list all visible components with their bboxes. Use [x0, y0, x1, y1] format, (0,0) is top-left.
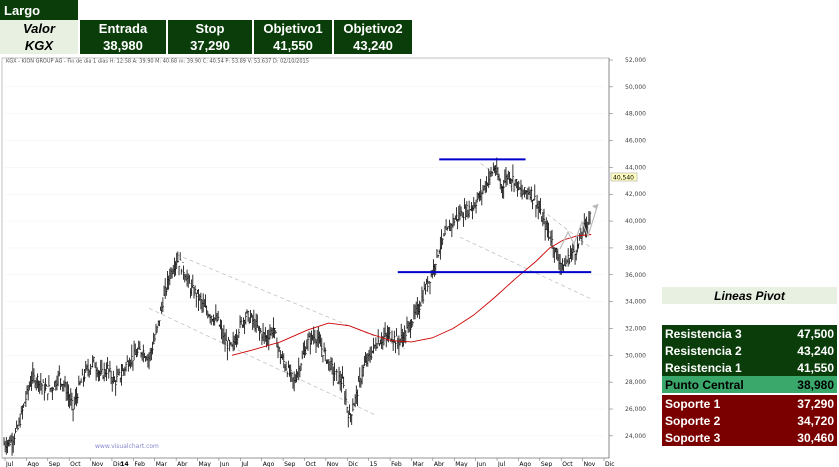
x-tick-label: Oct: [562, 461, 573, 467]
pivot-row-label: Soporte 2: [665, 413, 721, 428]
x-tick-label: Feb: [391, 461, 402, 467]
last-price-box: [610, 172, 638, 182]
x-tick-label: Dic: [348, 461, 358, 467]
last-price-label: 40,540: [613, 175, 634, 182]
x-tick-label: Jul: [5, 461, 14, 467]
x-tick-label: Nov: [92, 461, 104, 467]
projection-arrow: [559, 203, 599, 250]
watermark: www.visualchart.com: [95, 443, 159, 450]
y-tick-label: 46,000: [625, 138, 646, 145]
y-tick-label: 28,000: [625, 379, 646, 386]
pivot-row-label: Punto Central: [665, 377, 744, 392]
x-tick-label: Oct: [306, 461, 317, 467]
y-tick-label: 34,000: [625, 299, 646, 306]
col-header-stop: Stop: [168, 20, 252, 37]
pivot-row-soporte-2: Soporte 2 34,720: [662, 412, 837, 429]
pivot-row-label: Resistencia 3: [665, 326, 742, 341]
x-tick-label: Abr: [434, 461, 445, 467]
value-objetivo1: 41,550: [254, 37, 332, 54]
y-tick-label: 50,000: [625, 84, 646, 91]
pivot-row-soporte-1: Soporte 1 37,290: [662, 395, 837, 412]
x-tick-label: Mar: [156, 461, 168, 467]
chart-header-text: KGX - KION GROUP AG - Fin de dia 1 días …: [6, 58, 309, 65]
pivot-row-label: Resistencia 2: [665, 343, 742, 358]
pivot-row-label: Resistencia 1: [665, 360, 742, 375]
col-header-objetivo2: Objetivo2: [334, 20, 412, 37]
y-tick-label: 32,000: [625, 325, 646, 332]
pivot-row-value: 47,500: [797, 326, 834, 341]
x-tick-label: 15: [370, 461, 378, 467]
pivot-title: Lineas Pivot: [662, 287, 837, 304]
x-tick-label: Sep: [284, 461, 296, 467]
y-tick-label: 30,000: [625, 352, 646, 359]
pivot-row-label: Soporte 3: [665, 430, 721, 445]
pivot-row-soporte-3: Soporte 3 30,460: [662, 429, 837, 446]
x-tick-label: Nov: [327, 461, 339, 467]
y-tick-label: 42,000: [625, 191, 646, 198]
x-tick-label: Jun: [476, 461, 487, 467]
x-tick-label: Oct: [70, 461, 81, 467]
x-tick-label: Jul: [497, 461, 506, 467]
value-entrada: 38,980: [80, 37, 166, 54]
pivot-panel: Lineas Pivot Resistencia 3 47,500 Resiste…: [660, 285, 839, 467]
y-tick-label: 40,000: [625, 218, 646, 225]
channel-line: [459, 236, 592, 300]
y-axis: 24,000 26,000 28,000 30,000 32,000 34,000 36,0…: [608, 57, 646, 458]
x-tick-label: Dic: [113, 461, 123, 467]
moving-average-line: [231, 234, 592, 356]
y-tick-label: 24,000: [625, 433, 646, 440]
x-axis: Jul Ago Sep Oct Nov Dic Feb Mar Abr May Jun Jul Ago S…: [2, 457, 615, 467]
x-tick-label: Sep: [541, 461, 553, 467]
x-tick-label: Jun: [219, 461, 230, 467]
x-tick-label: Mar: [412, 461, 424, 467]
x-tick-label: Ago: [263, 461, 275, 467]
x-tick-label: Jul: [240, 461, 249, 467]
position-label: Largo: [0, 0, 78, 20]
price-bars: [3, 157, 592, 456]
x-tick-label: Abr: [177, 461, 188, 467]
x-tick-label: Ago: [519, 461, 531, 467]
y-tick-label: 36,000: [625, 272, 646, 279]
row-label-valor: Valor: [0, 20, 78, 37]
pivot-row-value: 38,980: [797, 377, 834, 392]
grid-lines: [4, 59, 605, 437]
pivot-row-value: 34,720: [797, 413, 834, 428]
ticker-label: KGX: [0, 37, 78, 54]
y-tick-label: 38,000: [625, 245, 646, 252]
y-tick-label: 52,000: [625, 57, 646, 64]
x-tick-label: Sep: [49, 461, 61, 467]
x-tick-label: Ago: [27, 461, 39, 467]
pivot-row-punto-central: Punto Central 38,980: [662, 376, 837, 393]
pivot-row-value: 30,460: [797, 430, 834, 445]
x-tick-label: May: [455, 461, 468, 467]
x-tick-label: Feb: [134, 461, 145, 467]
col-header-entrada: Entrada: [80, 20, 166, 37]
price-chart: KGX - KION GROUP AG - Fin de dia 1 días …: [0, 54, 660, 467]
pivot-row-label: Soporte 1: [665, 396, 721, 411]
pivot-row-value: 37,290: [797, 396, 834, 411]
pivot-row-resistencia-1: Resistencia 1 41,550: [662, 359, 837, 376]
chart-background: [0, 54, 660, 467]
pivot-row-resistencia-3: Resistencia 3 47,500: [662, 325, 837, 342]
y-tick-label: 26,000: [625, 406, 646, 413]
y-tick-label: 48,000: [625, 111, 646, 118]
pivot-row-value: 43,240: [797, 343, 834, 358]
x-tick-year-label: 14: [120, 461, 128, 467]
value-objetivo2: 43,240: [334, 37, 412, 54]
y-tick-label: 44,000: [625, 164, 646, 171]
col-header-objetivo1: Objetivo1: [254, 20, 332, 37]
x-tick-label: Dic: [605, 461, 615, 467]
x-tick-label: May: [199, 461, 212, 467]
x-tick-label: Nov: [584, 461, 596, 467]
projection-arrowhead: [592, 204, 598, 209]
pivot-row-resistencia-2: Resistencia 2 43,240: [662, 342, 837, 359]
value-stop: 37,290: [168, 37, 252, 54]
pivot-row-value: 41,550: [797, 360, 834, 375]
